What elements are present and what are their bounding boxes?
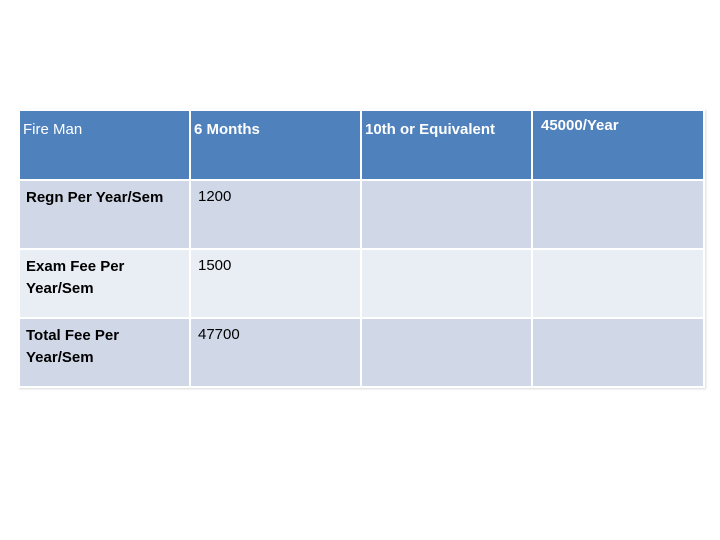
table-row: Regn Per Year/Sem 1200: [18, 179, 705, 250]
row-empty-cell: [360, 248, 533, 319]
row-empty-cell: [360, 317, 533, 388]
table-header-row: Fire Man 6 Months 10th or Equivalent 450…: [18, 109, 705, 181]
row-value-cell: 1500: [189, 248, 362, 319]
row-label-cell: Total Fee Per Year/Sem: [18, 317, 191, 388]
row-col4: [533, 181, 703, 185]
header-eligibility-text: 10th or Equivalent: [365, 121, 496, 138]
table-row: Total Fee Per Year/Sem 47700: [18, 317, 705, 388]
row-label: Regn Per Year/Sem: [26, 189, 164, 206]
header-cell-duration: 6 Months: [189, 109, 362, 181]
header-fee-text: 45000/Year: [541, 117, 619, 134]
row-label: Exam Fee Per Year/Sem: [26, 258, 125, 297]
row-value: 1200: [198, 188, 232, 205]
row-value-cell: 1200: [189, 179, 362, 250]
header-course-text: Fire Man: [23, 121, 83, 138]
header-cell-fee: 45000/Year: [531, 109, 705, 181]
header-cell-course: Fire Man: [18, 109, 191, 181]
row-col4: [533, 319, 703, 323]
row-label-cell: Exam Fee Per Year/Sem: [18, 248, 191, 319]
table-row: Exam Fee Per Year/Sem 1500: [18, 248, 705, 319]
row-empty-cell: [531, 248, 705, 319]
row-value: 1500: [198, 257, 232, 274]
row-empty-cell: [360, 179, 533, 250]
row-empty-cell: [531, 317, 705, 388]
row-col3: [362, 250, 531, 254]
row-label: Total Fee Per Year/Sem: [26, 327, 120, 366]
row-label-cell: Regn Per Year/Sem: [18, 179, 191, 250]
row-col3: [362, 319, 531, 323]
row-col3: [362, 181, 531, 185]
header-cell-eligibility: 10th or Equivalent: [360, 109, 533, 181]
row-empty-cell: [531, 179, 705, 250]
header-duration-text: 6 Months: [194, 121, 260, 138]
row-col4: [533, 250, 703, 254]
fee-table: Fire Man 6 Months 10th or Equivalent 450…: [18, 109, 705, 388]
row-value: 47700: [198, 326, 240, 343]
row-value-cell: 47700: [189, 317, 362, 388]
